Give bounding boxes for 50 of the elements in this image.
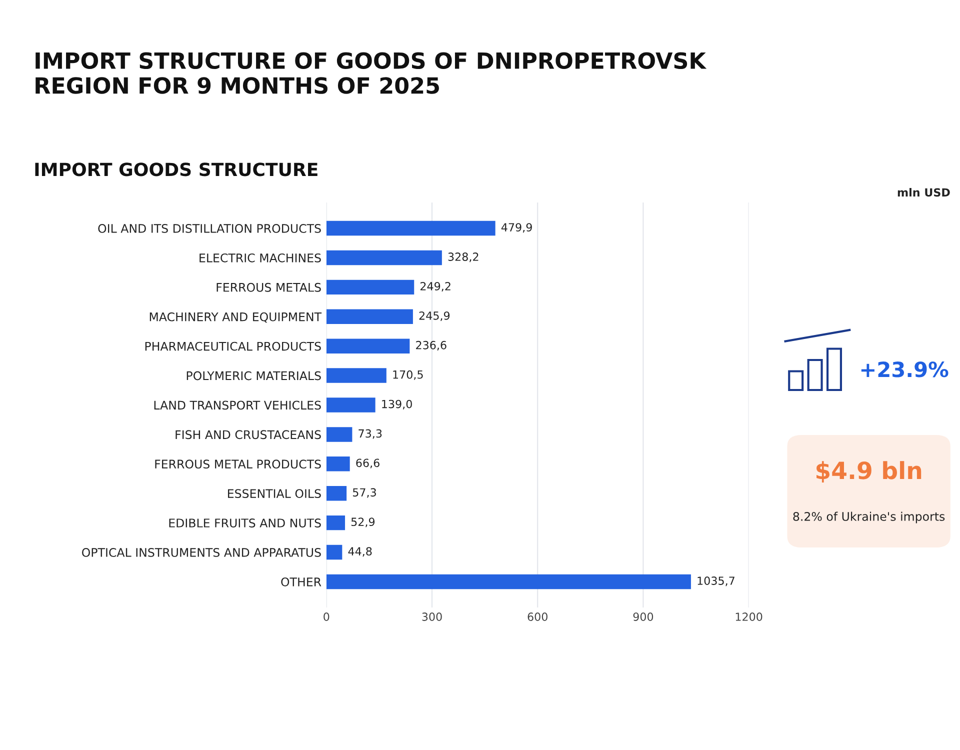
data-label: 52,9	[351, 518, 375, 528]
data-label: 479,9	[501, 223, 532, 233]
y-tick-label: LAND TRANSPORT VEHICLES	[154, 400, 321, 410]
y-tick-label: ELECTRIC MACHINES	[200, 253, 321, 262]
bar	[326, 280, 414, 295]
text: IMPORT GOODS STRUCTURE	[35, 162, 318, 176]
data-label: 44,8	[348, 547, 372, 557]
text: mln USD	[898, 188, 950, 197]
y-tick-label: POLYMERIC MATERIALS	[186, 371, 321, 380]
y-tick-label: FISH AND CRUSTACEANS	[176, 430, 321, 440]
bar	[326, 486, 347, 501]
x-tick-label: 0	[324, 612, 330, 621]
y-tick-label: ESSENTIAL OILS	[228, 489, 321, 498]
bar	[326, 515, 346, 530]
data-label: 66,6	[356, 458, 380, 468]
data-label: 245,9	[419, 311, 450, 321]
x-tick-label: 600	[528, 612, 548, 621]
data-label: 73,3	[358, 429, 382, 439]
bar	[326, 544, 342, 560]
data-label: 1035,7	[698, 576, 734, 586]
bar	[326, 220, 496, 236]
bar	[326, 338, 410, 354]
bar	[326, 574, 691, 590]
bar	[326, 250, 442, 266]
y-tick-label: FERROUS METAL PRODUCTS	[155, 460, 321, 469]
x-tick-label: 900	[633, 612, 654, 621]
data-label: 139,0	[382, 400, 412, 410]
x-tick-label: 300	[422, 612, 442, 621]
bar	[326, 456, 350, 472]
data-label: 170,5	[393, 370, 423, 380]
y-tick-label: OPTICAL INSTRUMENTS AND APPARATUS	[82, 548, 321, 557]
y-tick-label: FERROUS METALS	[216, 282, 321, 292]
y-tick-label: OTHER	[281, 577, 322, 586]
chart-title: IMPORT STRUCTURE OF GOODS OF DNIPROPETROVSK REGION FOR 9 MONTHS OF 2025	[36, 52, 707, 94]
data-label: 328,2	[448, 252, 478, 262]
bar	[326, 427, 352, 442]
y-tick-label: MACHINERY AND EQUIPMENT	[150, 312, 322, 323]
bar	[326, 398, 376, 412]
y-tick-label: PHARMACEUTICAL PRODUCTS	[145, 342, 321, 351]
data-label: 249,2	[420, 282, 450, 292]
bar	[326, 309, 413, 324]
y-tick-label: OIL AND ITS DISTILLATION PRODUCTS	[98, 224, 321, 233]
bar	[326, 368, 386, 383]
text: $4.9 bln	[816, 461, 922, 482]
text: 8.2% of Ukraine's imports	[793, 512, 945, 524]
x-tick-label: 1200	[736, 612, 762, 621]
data-label: 236,6	[416, 340, 446, 350]
text: +23.9%	[861, 362, 948, 378]
y-tick-label: EDIBLE FRUITS AND NUTS	[169, 518, 321, 528]
data-label: 57,3	[352, 488, 376, 498]
